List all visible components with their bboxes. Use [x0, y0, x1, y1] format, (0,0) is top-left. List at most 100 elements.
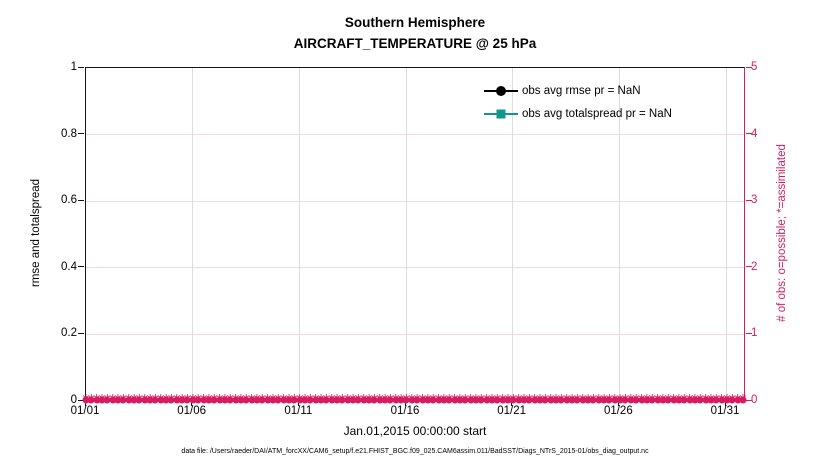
x-axis-label: Jan.01,2015 00:00:00 start: [343, 424, 487, 438]
possible-obs-circle-marker: [451, 396, 459, 403]
right-tick-mark: [746, 199, 752, 201]
possible-obs-circle-marker: [621, 396, 629, 403]
possible-obs-circle-marker: [365, 396, 373, 403]
possible-obs-circle-marker: [702, 396, 710, 403]
possible-obs-circle-marker: [467, 396, 475, 403]
possible-obs-circle-marker: [189, 396, 197, 403]
possible-obs-circle-marker: [397, 396, 405, 403]
right-y-tick-label: 0: [751, 394, 758, 406]
possible-obs-circle-marker: [488, 396, 496, 403]
possible-obs-circle-marker: [445, 396, 453, 403]
right-tick-mark: [746, 399, 752, 401]
possible-obs-circle-marker: [675, 396, 683, 403]
possible-obs-circle-marker: [499, 396, 507, 403]
possible-obs-circle-marker: [413, 396, 421, 403]
possible-obs-circle-marker: [306, 396, 314, 403]
legend: obs avg rmse pr = NaN obs avg totalspread…: [484, 79, 672, 125]
possible-obs-circle-marker: [194, 396, 202, 403]
possible-obs-circle-marker: [616, 396, 624, 403]
possible-obs-circle-marker: [734, 396, 742, 403]
possible-obs-circle-marker: [344, 396, 352, 403]
possible-obs-circle-marker: [381, 396, 389, 403]
left-y-tick-label: 0.4: [61, 260, 77, 273]
possible-obs-circle-marker: [579, 396, 587, 403]
possible-obs-circle-marker: [424, 396, 432, 403]
possible-obs-circle-marker: [285, 396, 293, 403]
possible-obs-circle-marker: [680, 396, 688, 403]
possible-obs-circle-marker: [178, 396, 186, 403]
possible-obs-circle-marker: [504, 396, 512, 403]
legend-label: obs avg totalspread pr = NaN: [522, 107, 672, 120]
left-tick-mark: [78, 266, 84, 268]
x-tick-label: 01/26: [603, 405, 633, 417]
chart-title: Southern Hemisphere AIRCRAFT_TEMPERATURE…: [85, 12, 745, 54]
right-tick-mark: [746, 66, 752, 68]
vertical-gridline: [512, 68, 514, 399]
possible-obs-circle-marker: [370, 396, 378, 403]
possible-obs-circle-marker: [173, 396, 181, 403]
possible-obs-circle-marker: [119, 396, 127, 403]
possible-obs-circle-marker: [338, 396, 346, 403]
horizontal-gridline: [86, 134, 744, 136]
possible-obs-circle-marker: [691, 396, 699, 403]
legend-label: obs avg rmse pr = NaN: [522, 84, 641, 97]
bottom-tick-mark: [404, 401, 406, 406]
right-y-tick-label: 5: [751, 61, 758, 73]
possible-obs-circle-marker: [536, 396, 544, 403]
possible-obs-circle-marker: [349, 396, 357, 403]
possible-obs-circle-marker: [472, 396, 480, 403]
data-file-caption: data file: /Users/raeder/DAI/ATM_forcXX/…: [181, 448, 649, 455]
possible-obs-circle-marker: [402, 396, 410, 403]
possible-obs-circle-marker: [167, 396, 175, 403]
possible-obs-circle-marker: [531, 396, 539, 403]
possible-obs-circle-marker: [461, 396, 469, 403]
possible-obs-circle-marker: [440, 396, 448, 403]
possible-obs-circle-marker: [333, 396, 341, 403]
possible-obs-circle-marker: [584, 396, 592, 403]
possible-obs-circle-marker: [483, 396, 491, 403]
left-y-tick-label: 0: [70, 394, 77, 406]
right-y-axis-label: # of obs: o=possible; *=assimilated: [776, 144, 788, 322]
possible-obs-circle-marker: [280, 396, 288, 403]
possible-obs-circle-marker: [525, 396, 533, 403]
right-tick-mark: [746, 266, 752, 268]
x-tick-label: 01/31: [710, 405, 740, 417]
possible-obs-circle-marker: [573, 396, 581, 403]
possible-obs-circle-marker: [221, 396, 229, 403]
right-tick-mark: [746, 133, 752, 135]
possible-obs-circle-marker: [541, 396, 549, 403]
possible-obs-circle-marker: [509, 396, 517, 403]
possible-obs-circle-marker: [456, 396, 464, 403]
possible-obs-circle-marker: [274, 396, 282, 403]
bottom-tick-mark: [84, 401, 86, 406]
possible-obs-circle-marker: [328, 396, 336, 403]
possible-obs-circle-marker: [632, 396, 640, 403]
possible-obs-circle-marker: [696, 396, 704, 403]
possible-obs-circle-marker: [210, 396, 218, 403]
right-y-tick-label: 2: [751, 260, 758, 273]
possible-obs-circle-marker: [643, 396, 651, 403]
possible-obs-circle-marker: [376, 396, 384, 403]
possible-obs-circle-marker: [130, 396, 138, 403]
horizontal-gridline: [86, 333, 744, 335]
possible-obs-circle-marker: [515, 396, 523, 403]
possible-obs-circle-marker: [258, 396, 266, 403]
possible-obs-circle-marker: [312, 396, 320, 403]
x-tick-label: 01/01: [70, 405, 100, 417]
possible-obs-circle-marker: [739, 396, 747, 403]
x-tick-label: 01/06: [177, 405, 207, 417]
right-y-tick-label: 4: [751, 127, 758, 140]
bottom-tick-mark: [191, 401, 193, 406]
x-tick-label: 01/21: [497, 405, 527, 417]
possible-obs-circle-marker: [392, 396, 400, 403]
possible-obs-circle-marker: [248, 396, 256, 403]
vertical-gridline: [618, 68, 620, 399]
possible-obs-circle-marker: [435, 396, 443, 403]
vertical-gridline: [405, 68, 407, 399]
left-tick-mark: [78, 399, 84, 401]
possible-obs-circle-marker: [162, 396, 170, 403]
possible-obs-circle-marker: [712, 396, 720, 403]
possible-obs-circle-marker: [600, 396, 608, 403]
legend-item: obs avg rmse pr = NaN: [484, 79, 672, 102]
possible-obs-circle-marker: [728, 396, 736, 403]
